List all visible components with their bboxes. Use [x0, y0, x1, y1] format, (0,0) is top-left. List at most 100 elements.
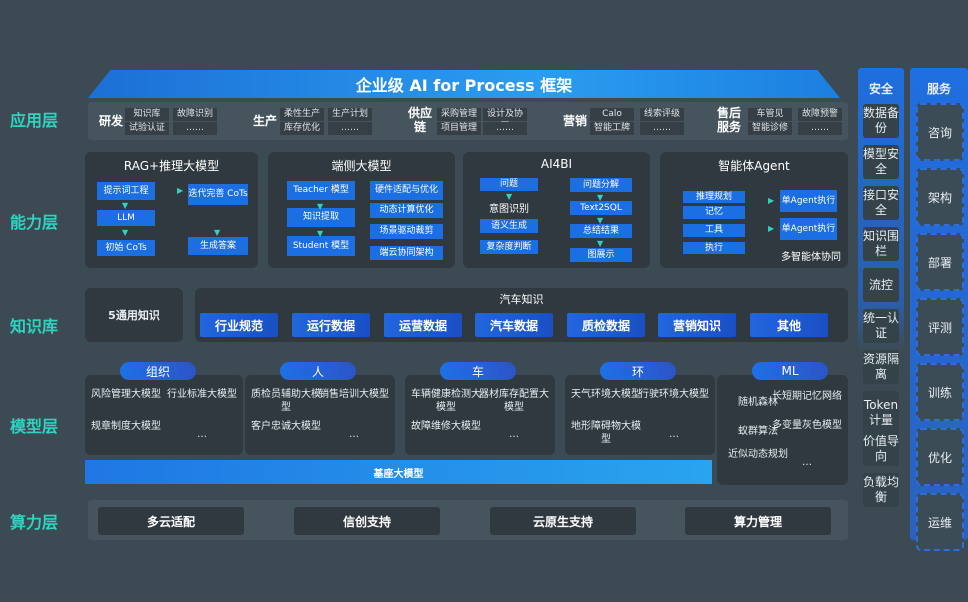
capability-box: 端云协同架构 — [370, 246, 443, 260]
knowledge-chip: 其他 — [750, 313, 828, 337]
model-item: 故障维修大模型 — [411, 421, 481, 432]
security-item: 统一认证 — [863, 309, 899, 343]
capability-box: 生成答案 — [188, 237, 248, 255]
service-item: 部署 — [916, 233, 964, 291]
app-item: 柔性生产 — [280, 108, 324, 121]
capability-box: 意图识别 — [489, 204, 529, 215]
app-group-label: 供应链 — [407, 106, 432, 134]
app-item: 试验认证 — [125, 122, 169, 135]
layer-label-knowledge: 知识库 — [10, 317, 59, 336]
capability-box: 初始 CoTs — [97, 240, 155, 256]
capability-ai4bi-panel: AI4BI 问题 意图识别 语义生成 复杂度判断 问题分解 Text2SQL 总结结果 图展示 ▼… — [463, 152, 650, 268]
app-group-label: 生产 — [252, 114, 277, 128]
capability-title: RAG+推理大模型 — [123, 159, 220, 173]
compute-box: 云原生支持 — [490, 507, 636, 535]
model-item: 行驶环境大模型 — [639, 389, 709, 400]
security-item: 价值导向 — [863, 432, 899, 466]
layer-label-compute: 算力层 — [10, 513, 59, 532]
app-item: 故障预警 — [798, 108, 842, 121]
model-item: 天气环境大模型 — [571, 389, 641, 400]
general-knowledge-box: 5通用知识 — [85, 288, 183, 342]
base-model-bar: 基座大模型 — [85, 460, 712, 484]
service-item: 运维 — [916, 493, 964, 551]
arrow-down-icon: ▼ — [597, 193, 604, 202]
capability-box: Student 模型 — [287, 236, 355, 256]
capability-box: 复杂度判断 — [480, 240, 538, 254]
arrow-right-icon: ▶ — [768, 224, 775, 233]
security-item: 资源隔离 — [863, 350, 899, 384]
security-item: 模型安全 — [863, 145, 899, 179]
arrow-right-icon: ▶ — [768, 196, 775, 205]
capability-box: 语义生成 — [480, 219, 538, 233]
model-item: 长短期记忆网络 — [772, 391, 842, 402]
arrow-down-icon: ▼ — [597, 239, 604, 248]
layer-label-capability: 能力层 — [10, 213, 59, 232]
model-panel — [565, 375, 715, 455]
app-item: 智能诊修 — [748, 122, 792, 135]
capability-box: 问题分解 — [570, 178, 632, 192]
app-item: …… — [328, 122, 372, 135]
arrow-down-icon: ▼ — [506, 192, 513, 201]
model-item: … — [669, 429, 679, 440]
model-item: 随机森林 — [738, 397, 778, 408]
capability-box: 执行 — [683, 242, 745, 254]
service-item: 训练 — [916, 363, 964, 421]
capability-box: 提示词工程 — [97, 182, 155, 200]
knowledge-chip: 汽车数据 — [475, 313, 553, 337]
compute-box: 多云适配 — [98, 507, 244, 535]
model-item: 车辆健康检测大模型 — [411, 389, 481, 413]
security-title: 安全 — [868, 82, 893, 96]
capability-box: Teacher 模型 — [287, 181, 355, 200]
model-item: 地形障碍物大模型 — [571, 421, 641, 445]
capability-title: AI4BI — [540, 157, 573, 171]
capability-box: 记忆 — [683, 206, 745, 219]
security-item: 流控 — [863, 268, 899, 302]
capability-edge-panel: 端侧大模型 Teacher 模型 知识提取 Student 模型 硬件适配与优化 动态计算… — [268, 152, 455, 268]
arrow-right-icon: ▶ — [177, 186, 184, 195]
app-item: …… — [173, 122, 217, 135]
compute-box: 信创支持 — [294, 507, 440, 535]
knowledge-chip: 行业规范 — [200, 313, 278, 337]
app-item: …… — [640, 122, 684, 135]
knowledge-chip: 质检数据 — [567, 313, 645, 337]
knowledge-chip: 运行数据 — [292, 313, 370, 337]
model-item: 质检员辅助大模型 — [251, 389, 321, 413]
arrow-down-icon: ▼ — [122, 228, 129, 237]
framework-title: 企业级 AI for Process 框架 — [88, 70, 840, 98]
app-item: 生产计划 — [328, 108, 372, 121]
capability-rag-panel: RAG+推理大模型 提示词工程 LLM 初始 CoTs 迭代完善 CoTs 生成答案 ▼ ▼ ▼… — [85, 152, 258, 268]
model-item: … — [197, 429, 207, 440]
model-item: … — [349, 429, 359, 440]
knowledge-chip: 营销知识 — [658, 313, 736, 337]
capability-title: 端侧大模型 — [331, 159, 392, 173]
app-group-label: 研发 — [98, 114, 123, 128]
capability-box: 单Agent执行 — [780, 218, 837, 240]
arrow-down-icon: ▼ — [597, 216, 604, 225]
layer-label-model: 模型层 — [10, 417, 59, 436]
app-item: 设计及协同 — [483, 108, 527, 132]
security-item: 负载均衡 — [863, 473, 899, 507]
service-item: 架构 — [916, 168, 964, 226]
capability-box: 知识提取 — [287, 208, 355, 227]
capability-box: 单Agent执行 — [780, 190, 837, 212]
app-item: …… — [483, 122, 527, 135]
capability-box: 工具 — [683, 224, 745, 237]
capability-title: 智能体Agent — [718, 159, 790, 173]
capability-agent-panel: 智能体Agent 推理规划 记忆 工具 执行 单Agent执行 单Agent执行 多智能体协同… — [660, 152, 848, 268]
app-item: 项目管理 — [437, 122, 481, 135]
security-column: 安全 — [858, 68, 904, 540]
capability-box: 总结结果 — [570, 224, 632, 238]
app-group-label: 营销 — [562, 114, 587, 128]
app-item: 库存优化 — [280, 122, 324, 135]
capability-box: 推理规划 — [683, 191, 745, 203]
compute-box: 算力管理 — [685, 507, 831, 535]
model-item: 蚁群算法 — [738, 426, 778, 437]
model-item: 多变量灰色模型 — [772, 420, 842, 431]
service-item: 优化 — [916, 428, 964, 486]
service-item: 评测 — [916, 298, 964, 356]
model-item: 行业标准大模型 — [167, 389, 237, 400]
model-category-pill: 车 — [440, 362, 516, 380]
app-item: …… — [798, 122, 842, 135]
app-item: Calo — [590, 108, 634, 121]
capability-box: 场景驱动裁剪 — [370, 224, 443, 239]
